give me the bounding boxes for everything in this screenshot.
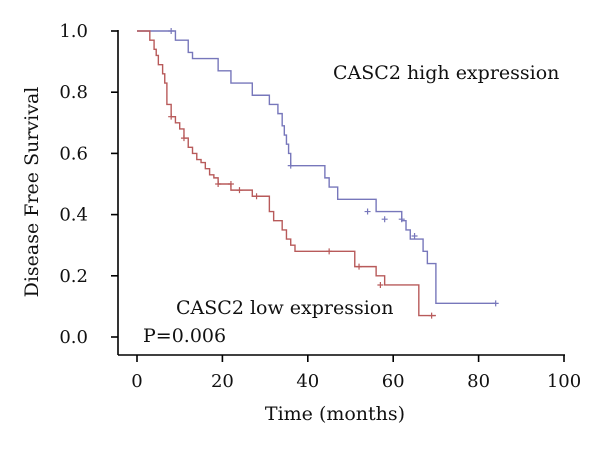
y-tick-label: 0.6: [59, 143, 88, 164]
censor-mark-high: [398, 216, 405, 223]
x-tick-label: 40: [296, 371, 319, 392]
survival-curve-high: [137, 30, 496, 305]
x-axis-title: Time (months): [265, 403, 405, 425]
y-tick-label: 0.0: [59, 327, 88, 348]
series-low-expression: [137, 30, 436, 319]
x-tick-label: 100: [547, 371, 581, 392]
censor-mark-low: [236, 187, 243, 194]
censor-mark-high: [492, 300, 499, 307]
series-high-expression: [137, 28, 499, 307]
censor-mark-low: [356, 263, 363, 270]
y-axis-title: Disease Free Survival: [21, 87, 43, 298]
censor-mark-high: [287, 162, 294, 169]
high-expression-label: CASC2 high expression: [333, 62, 559, 84]
axis-ticks: 0 20 40 60 80 100 0.0 0.2 0.4 0.6 0.8 1.0: [59, 21, 581, 392]
y-tick-label: 0.4: [59, 205, 88, 226]
series-layer: [137, 28, 499, 319]
survival-curve-low: [137, 30, 436, 317]
censor-mark-low: [253, 193, 260, 200]
x-tick-label: 80: [467, 371, 490, 392]
x-tick-label: 60: [382, 371, 405, 392]
censor-mark-low: [377, 281, 384, 288]
y-tick-label: 0.2: [59, 266, 88, 287]
y-tick-label: 1.0: [59, 21, 88, 42]
censor-mark-low: [227, 181, 234, 187]
censor-mark-low: [180, 135, 187, 142]
censor-mark-high: [168, 28, 175, 34]
low-expression-label: CASC2 low expression: [176, 297, 393, 319]
censor-mark-high: [411, 233, 418, 240]
censor-mark-low: [168, 113, 175, 120]
censor-mark-low: [428, 312, 435, 319]
censor-mark-low: [215, 181, 222, 187]
censor-mark-high: [381, 216, 388, 223]
y-tick-label: 0.8: [59, 82, 88, 103]
axes: [117, 30, 565, 356]
x-tick-label: 20: [211, 371, 234, 392]
x-tick-label: 0: [131, 371, 142, 392]
censor-mark-high: [364, 208, 371, 215]
p-value-label: P=0.006: [143, 325, 226, 347]
censor-mark-low: [326, 248, 333, 255]
